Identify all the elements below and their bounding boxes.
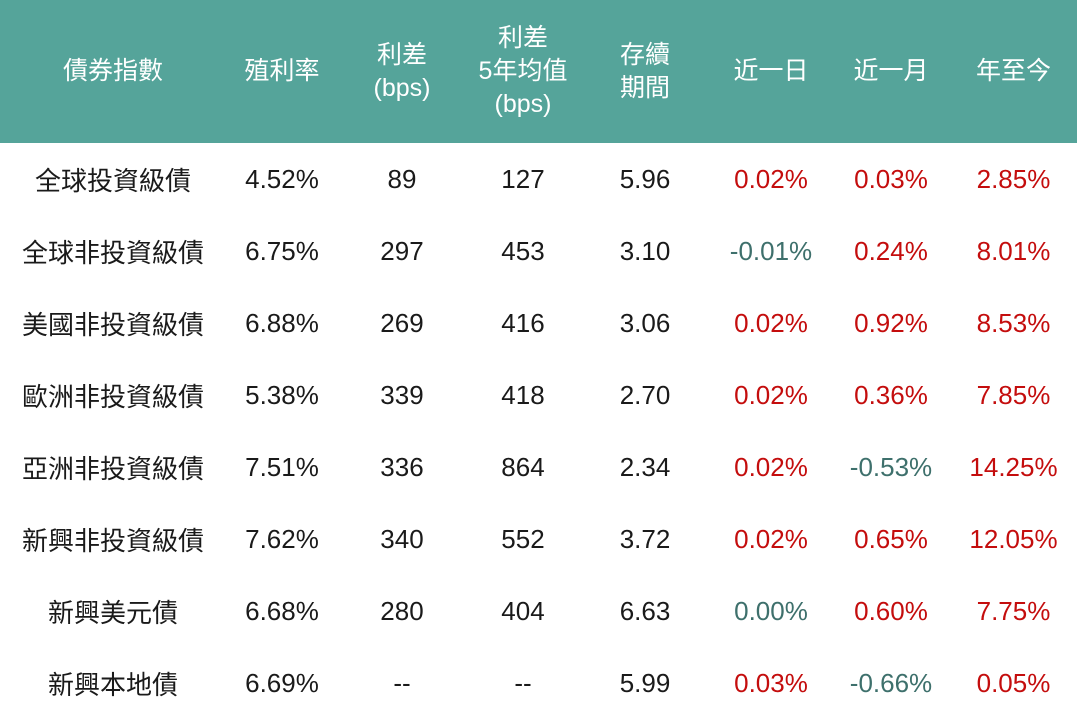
table-row: 新興本地債 6.69% -- -- 5.99 0.03% -0.66% 0.05… [0, 647, 1077, 718]
spread-cell: 336 [380, 451, 424, 482]
header-change-1m: 近一月 [832, 0, 950, 143]
header-yield: 殖利率 [226, 0, 338, 143]
header-label: 近一月 [853, 57, 929, 85]
change-ytd-cell: 12.05% [969, 523, 1058, 554]
change-1m-cell: 0.60% [854, 595, 928, 626]
table-body: 全球投資級債 4.52% 89 127 5.96 0.02% 0.03% 2.8… [0, 143, 1077, 718]
duration-cell: 2.34 [619, 451, 671, 482]
header-spread-bps: 利差 (bps) [338, 0, 466, 143]
spread-5y-cell: 864 [501, 451, 545, 482]
change-1m-cell: 0.92% [854, 307, 928, 338]
change-1m-cell: -0.53% [849, 451, 933, 482]
header-duration: 存續 期間 [580, 0, 710, 143]
duration-cell: 3.06 [619, 307, 671, 338]
change-ytd-cell: 2.85% [976, 163, 1051, 194]
header-label: 利差 [376, 40, 427, 69]
duration-cell: 5.96 [619, 163, 671, 194]
header-label: 債券指數 [62, 57, 163, 85]
header-label: (bps) [494, 90, 552, 118]
header-label: (bps) [373, 73, 431, 102]
yield-cell: 7.62% [245, 523, 319, 554]
yield-cell: 6.68% [245, 595, 319, 626]
bond-name-cell: 全球非投資級債 [21, 237, 204, 268]
change-ytd-cell: 7.85% [976, 379, 1051, 410]
change-1d-cell: 0.02% [734, 523, 808, 554]
spread-cell: 297 [380, 235, 424, 266]
header-spread-5y-avg: 利差 5年均值 (bps) [466, 0, 580, 143]
change-1d-cell: 0.02% [734, 379, 808, 410]
change-1m-cell: 0.03% [854, 163, 928, 194]
table-row: 全球投資級債 4.52% 89 127 5.96 0.02% 0.03% 2.8… [0, 143, 1077, 215]
table-row: 新興美元債 6.68% 280 404 6.63 0.00% 0.60% 7.7… [0, 575, 1077, 647]
header-change-ytd: 年至今 [950, 0, 1077, 143]
spread-cell: 340 [380, 523, 424, 554]
header-change-1d: 近一日 [710, 0, 832, 143]
spread-5y-cell: 552 [501, 523, 545, 554]
duration-cell: 3.72 [619, 523, 671, 554]
bond-name-cell: 亞洲非投資級債 [21, 453, 204, 484]
change-1m-cell: 0.24% [854, 235, 928, 266]
table-row: 亞洲非投資級債 7.51% 336 864 2.34 0.02% -0.53% … [0, 431, 1077, 503]
duration-cell: 2.70 [619, 379, 671, 410]
yield-cell: 6.88% [245, 307, 319, 338]
spread-5y-cell: -- [514, 667, 532, 698]
spread-cell: 89 [387, 163, 417, 194]
bond-name-cell: 歐洲非投資級債 [21, 381, 204, 412]
duration-cell: 5.99 [619, 667, 671, 698]
change-1d-cell: 0.00% [734, 595, 808, 626]
spread-5y-cell: 453 [501, 235, 545, 266]
spread-5y-cell: 127 [501, 163, 545, 194]
header-label: 近一日 [733, 57, 809, 85]
table-row: 歐洲非投資級債 5.38% 339 418 2.70 0.02% 0.36% 7… [0, 359, 1077, 431]
yield-cell: 7.51% [245, 451, 319, 482]
yield-cell: 4.52% [245, 163, 319, 194]
bond-name-cell: 新興非投資級債 [21, 525, 204, 556]
change-1d-cell: 0.02% [734, 163, 808, 194]
change-1d-cell: 0.03% [734, 667, 808, 698]
bond-name-cell: 美國非投資級債 [21, 309, 204, 340]
spread-5y-cell: 416 [501, 307, 545, 338]
spread-5y-cell: 404 [501, 595, 545, 626]
bond-name-cell: 新興本地債 [47, 669, 178, 700]
header-label: 殖利率 [244, 57, 320, 85]
change-ytd-cell: 0.05% [976, 667, 1051, 698]
change-ytd-cell: 8.01% [976, 235, 1051, 266]
header-label: 期間 [619, 73, 670, 102]
spread-5y-cell: 418 [501, 379, 545, 410]
header-bond-index: 債券指數 [0, 0, 226, 143]
table-row: 全球非投資級債 6.75% 297 453 3.10 -0.01% 0.24% … [0, 215, 1077, 287]
change-ytd-cell: 8.53% [976, 307, 1051, 338]
bond-name-cell: 新興美元債 [47, 597, 178, 628]
header-label: 存續 [619, 40, 670, 69]
change-1m-cell: 0.36% [854, 379, 928, 410]
header-row: 債券指數 殖利率 利差 (bps) 利差 5年均值 (bps) 存續 期間 近一… [0, 0, 1077, 143]
yield-cell: 6.69% [245, 667, 319, 698]
change-ytd-cell: 7.75% [976, 595, 1051, 626]
spread-cell: 269 [380, 307, 424, 338]
header-label: 利差 [497, 24, 548, 52]
spread-cell: -- [393, 667, 411, 698]
change-1m-cell: 0.65% [854, 523, 928, 554]
duration-cell: 6.63 [619, 595, 671, 626]
change-1d-cell: 0.02% [734, 451, 808, 482]
change-1d-cell: 0.02% [734, 307, 808, 338]
table-row: 美國非投資級債 6.88% 269 416 3.06 0.02% 0.92% 8… [0, 287, 1077, 359]
spread-cell: 280 [380, 595, 424, 626]
header-label: 5年均值 [478, 57, 568, 85]
yield-cell: 6.75% [245, 235, 319, 266]
change-1m-cell: -0.66% [849, 667, 933, 698]
duration-cell: 3.10 [619, 235, 671, 266]
change-1d-cell: -0.01% [729, 235, 813, 266]
change-ytd-cell: 14.25% [969, 451, 1058, 482]
yield-cell: 5.38% [245, 379, 319, 410]
bond-name-cell: 全球投資級債 [34, 165, 191, 196]
table-header: 債券指數 殖利率 利差 (bps) 利差 5年均值 (bps) 存續 期間 近一… [0, 0, 1077, 143]
header-label: 年至今 [975, 57, 1051, 85]
table-row: 新興非投資級債 7.62% 340 552 3.72 0.02% 0.65% 1… [0, 503, 1077, 575]
spread-cell: 339 [380, 379, 424, 410]
